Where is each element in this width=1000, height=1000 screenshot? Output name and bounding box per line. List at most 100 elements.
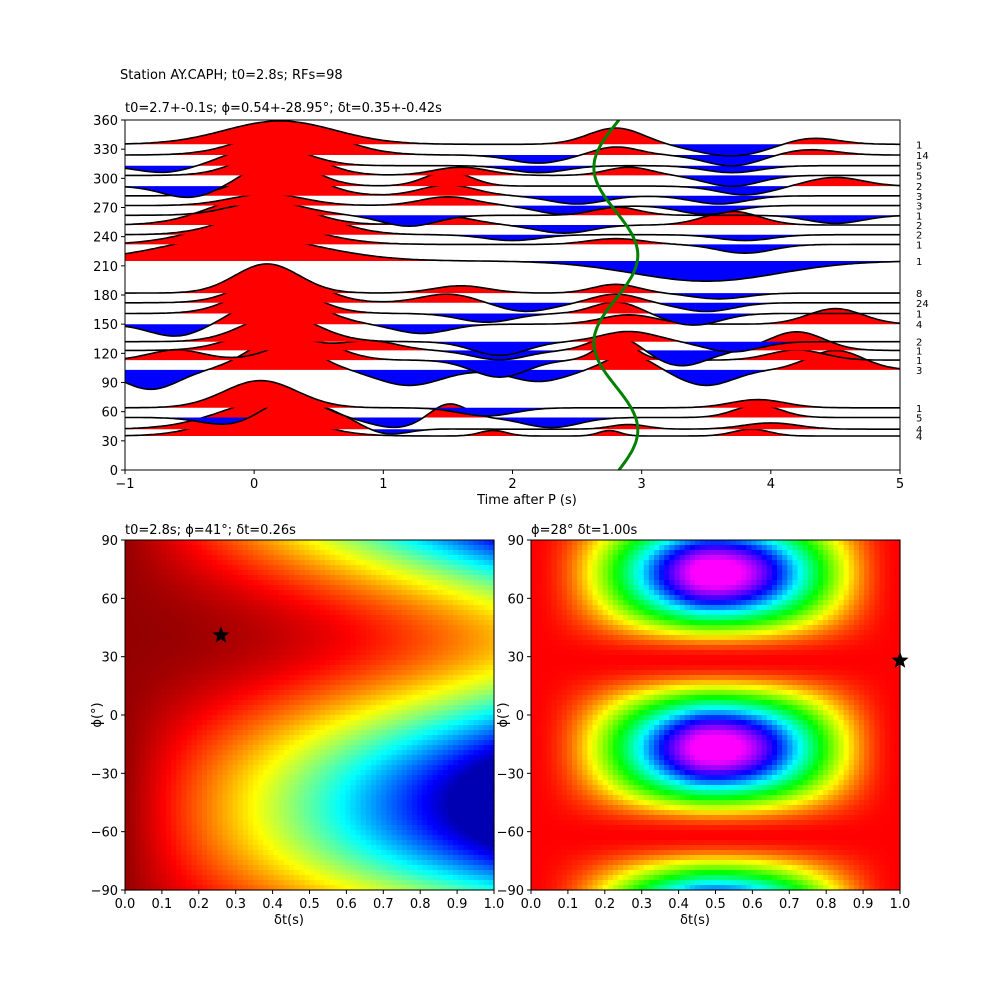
heatmap-cell (324, 720, 331, 726)
heatmap-cell (181, 835, 188, 841)
heatmap-cell (268, 855, 275, 861)
heatmap-cell (145, 580, 152, 586)
heatmap-cell (155, 715, 162, 721)
heatmap-cell (458, 560, 464, 566)
heatmap-cell (278, 705, 285, 711)
heatmap-cell (478, 715, 485, 721)
heatmap-cell (442, 680, 449, 686)
heatmap-cell (283, 765, 290, 771)
heatmap-cell (201, 625, 208, 631)
heatmap-cell (437, 710, 444, 716)
heatmap-cell (386, 680, 393, 686)
heatmap-cell (150, 605, 157, 611)
heatmap-cell (145, 725, 152, 731)
heatmap-cell (376, 730, 382, 736)
heatmap-cell (222, 545, 229, 551)
heatmap-cell (442, 575, 449, 581)
heatmap-cell (304, 760, 311, 766)
heatmap-cell (176, 670, 182, 676)
heatmap-cell (412, 685, 418, 691)
heatmap-cell (371, 720, 377, 726)
heatmap-cell (350, 600, 357, 606)
heatmap-cell (160, 590, 167, 596)
heatmap-cell (283, 800, 290, 806)
trace-line (125, 263, 900, 300)
heatmap-cell (401, 695, 408, 701)
heatmap-cell (437, 815, 444, 821)
heatmap-cell (396, 860, 403, 866)
trace-count-label: 24 (916, 299, 929, 310)
heatmap-cell (155, 675, 162, 681)
heatmap-cell (483, 560, 490, 566)
heatmap-cell (406, 705, 413, 711)
heatmap-cell (355, 565, 362, 571)
heatmap-cell (427, 680, 434, 686)
heatmap-cell (345, 765, 352, 771)
heatmap-cell (340, 730, 346, 736)
heatmap-cell (186, 800, 193, 806)
heatmap-cell (371, 835, 377, 841)
heatmap-cell (381, 845, 387, 851)
heatmap-cell (140, 680, 147, 686)
heatmap-cell (417, 775, 423, 781)
heatmap-cell (386, 825, 393, 831)
heatmap-cell (447, 795, 454, 801)
heatmap-cell (222, 620, 229, 626)
heatmap-cell (330, 785, 336, 791)
heatmap-cell (371, 810, 377, 816)
heatmap-cell (237, 640, 244, 646)
heatmap-cell (330, 825, 336, 831)
heatmap-cell (355, 730, 362, 736)
heatmap-cell (299, 650, 305, 656)
heatmap-cell (253, 565, 259, 571)
heatmap-cell (386, 650, 393, 656)
heatmap-cell (427, 865, 434, 871)
heatmap-cell (371, 860, 377, 866)
heatmap-cell (463, 600, 469, 606)
heatmap-cell (294, 740, 300, 746)
heatmap-cell (160, 635, 167, 641)
heatmap-cell (263, 545, 270, 551)
heatmap-cell (360, 640, 367, 646)
heatmap-cell (212, 770, 218, 776)
heatmap-cell (135, 575, 141, 581)
heatmap-cell (237, 700, 244, 706)
heatmap-cell (150, 725, 157, 731)
heatmap-cell (273, 575, 280, 581)
heatmap-cell (237, 710, 244, 716)
heatmap-cell (155, 610, 162, 616)
heatmap-cell (488, 810, 495, 816)
heatmap-cell (268, 660, 275, 666)
heatmap-cell (396, 635, 403, 641)
heatmap-cell (386, 605, 393, 611)
heatmap-cell (422, 605, 428, 611)
heatmap-cell (176, 595, 182, 601)
heatmap-cell (330, 860, 336, 866)
heatmap-cell (253, 570, 259, 576)
heatmap-cell (473, 705, 480, 711)
heatmap-cell (217, 565, 223, 571)
heatmap-cell (166, 870, 172, 876)
heatmap-cell (289, 600, 295, 606)
heatmap-cell (314, 770, 321, 776)
heatmap-cell (253, 855, 259, 861)
heatmap-cell (319, 670, 326, 676)
heatmap-cell (299, 600, 305, 606)
heatmap-cell (145, 640, 152, 646)
heatmap-cell (207, 805, 213, 811)
heatmap-cell (314, 560, 321, 566)
heatmap-cell (468, 625, 475, 631)
heatmap-cell (376, 695, 382, 701)
heatmap-cell (488, 790, 495, 796)
heatmap-cell (488, 580, 495, 586)
heatmap-cell (196, 800, 203, 806)
heatmap-cell (422, 775, 428, 781)
heatmap-cell (263, 595, 270, 601)
heatmap-cell (130, 810, 136, 816)
heatmap-cell (130, 650, 136, 656)
heatmap-cell (432, 850, 439, 856)
heatmap-cell (258, 705, 264, 711)
heatmap-cell (283, 640, 290, 646)
heatmap-cell (268, 700, 275, 706)
heatmap-cell (196, 665, 203, 671)
